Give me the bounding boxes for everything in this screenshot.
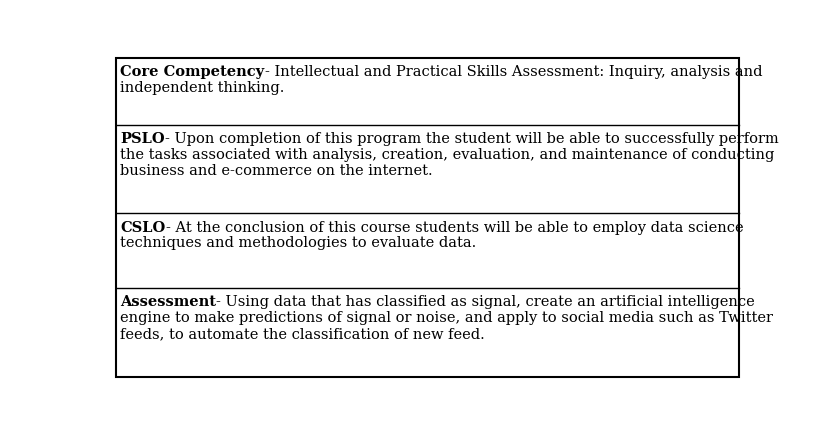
Text: the tasks associated with analysis, creation, evaluation, and maintenance of con: the tasks associated with analysis, crea…: [120, 147, 775, 162]
Text: engine to make predictions of signal or noise, and apply to social media such as: engine to make predictions of signal or …: [120, 311, 773, 325]
Text: PSLO: PSLO: [120, 132, 165, 146]
Text: Core Competency: Core Competency: [120, 65, 264, 79]
Text: feeds, to automate the classification of new feed.: feeds, to automate the classification of…: [120, 327, 485, 341]
Text: Assessment: Assessment: [120, 295, 216, 309]
Text: - Using data that has classified as signal, create an artificial intelligence: - Using data that has classified as sign…: [216, 295, 755, 309]
Text: independent thinking.: independent thinking.: [120, 81, 284, 95]
Text: CSLO: CSLO: [120, 221, 166, 234]
Text: business and e-commerce on the internet.: business and e-commerce on the internet.: [120, 163, 433, 178]
Text: - At the conclusion of this course students will be able to employ data science: - At the conclusion of this course stude…: [166, 221, 743, 234]
Text: techniques and methodologies to evaluate data.: techniques and methodologies to evaluate…: [120, 237, 477, 250]
Text: - Upon completion of this program the student will be able to successfully perfo: - Upon completion of this program the st…: [165, 132, 779, 146]
Text: - Intellectual and Practical Skills Assessment: Inquiry, analysis and: - Intellectual and Practical Skills Asse…: [264, 65, 762, 79]
